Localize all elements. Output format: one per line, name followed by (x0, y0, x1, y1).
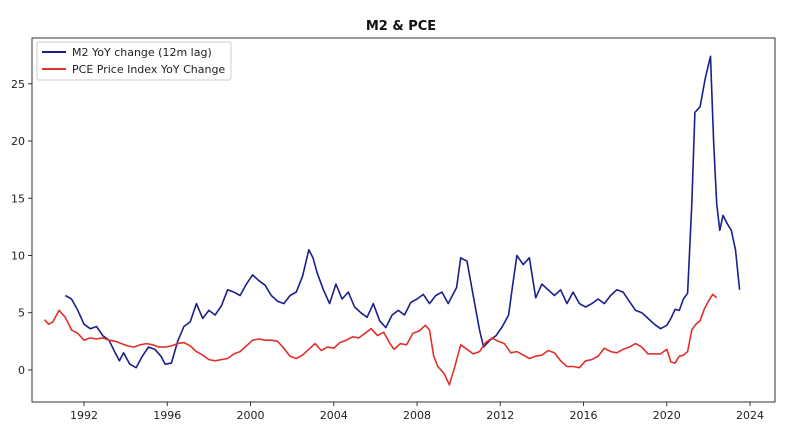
x-tick-label: 1996 (153, 409, 181, 422)
x-tick-label: 2008 (403, 409, 431, 422)
y-tick-label: 5 (18, 307, 25, 320)
plot-area-frame (31, 37, 776, 403)
y-tick-label: 20 (11, 135, 25, 148)
x-tick-label: 2000 (237, 409, 265, 422)
y-tick-label: 10 (11, 249, 25, 262)
x-tick-label: 2024 (736, 409, 764, 422)
legend-label-m2: M2 YoY change (12m lag) (72, 46, 212, 59)
x-tick-label: 1992 (70, 409, 98, 422)
x-tick-label: 2004 (320, 409, 348, 422)
series-line-m2 (64, 55, 741, 369)
x-tick-label: 2012 (486, 409, 514, 422)
y-tick-label: 0 (18, 364, 25, 377)
x-axis: 1992 1996 2000 2004 2008 2012 2016 2020 2024 (70, 402, 764, 422)
legend-box (36, 41, 232, 81)
chart-title: M2 & PCE (366, 19, 436, 34)
legend: M2 YoY change (12m lag) PCE Price Index … (36, 41, 232, 81)
x-tick-label: 2020 (653, 409, 681, 422)
y-axis: 0 5 10 15 20 25 (11, 78, 32, 377)
legend-label-pce: PCE Price Index YoY Change (72, 63, 225, 76)
x-tick-label: 2016 (570, 409, 598, 422)
y-tick-label: 25 (11, 78, 25, 91)
plot-series (43, 55, 741, 386)
series-line-pce (43, 293, 718, 386)
y-tick-label: 15 (11, 192, 25, 205)
